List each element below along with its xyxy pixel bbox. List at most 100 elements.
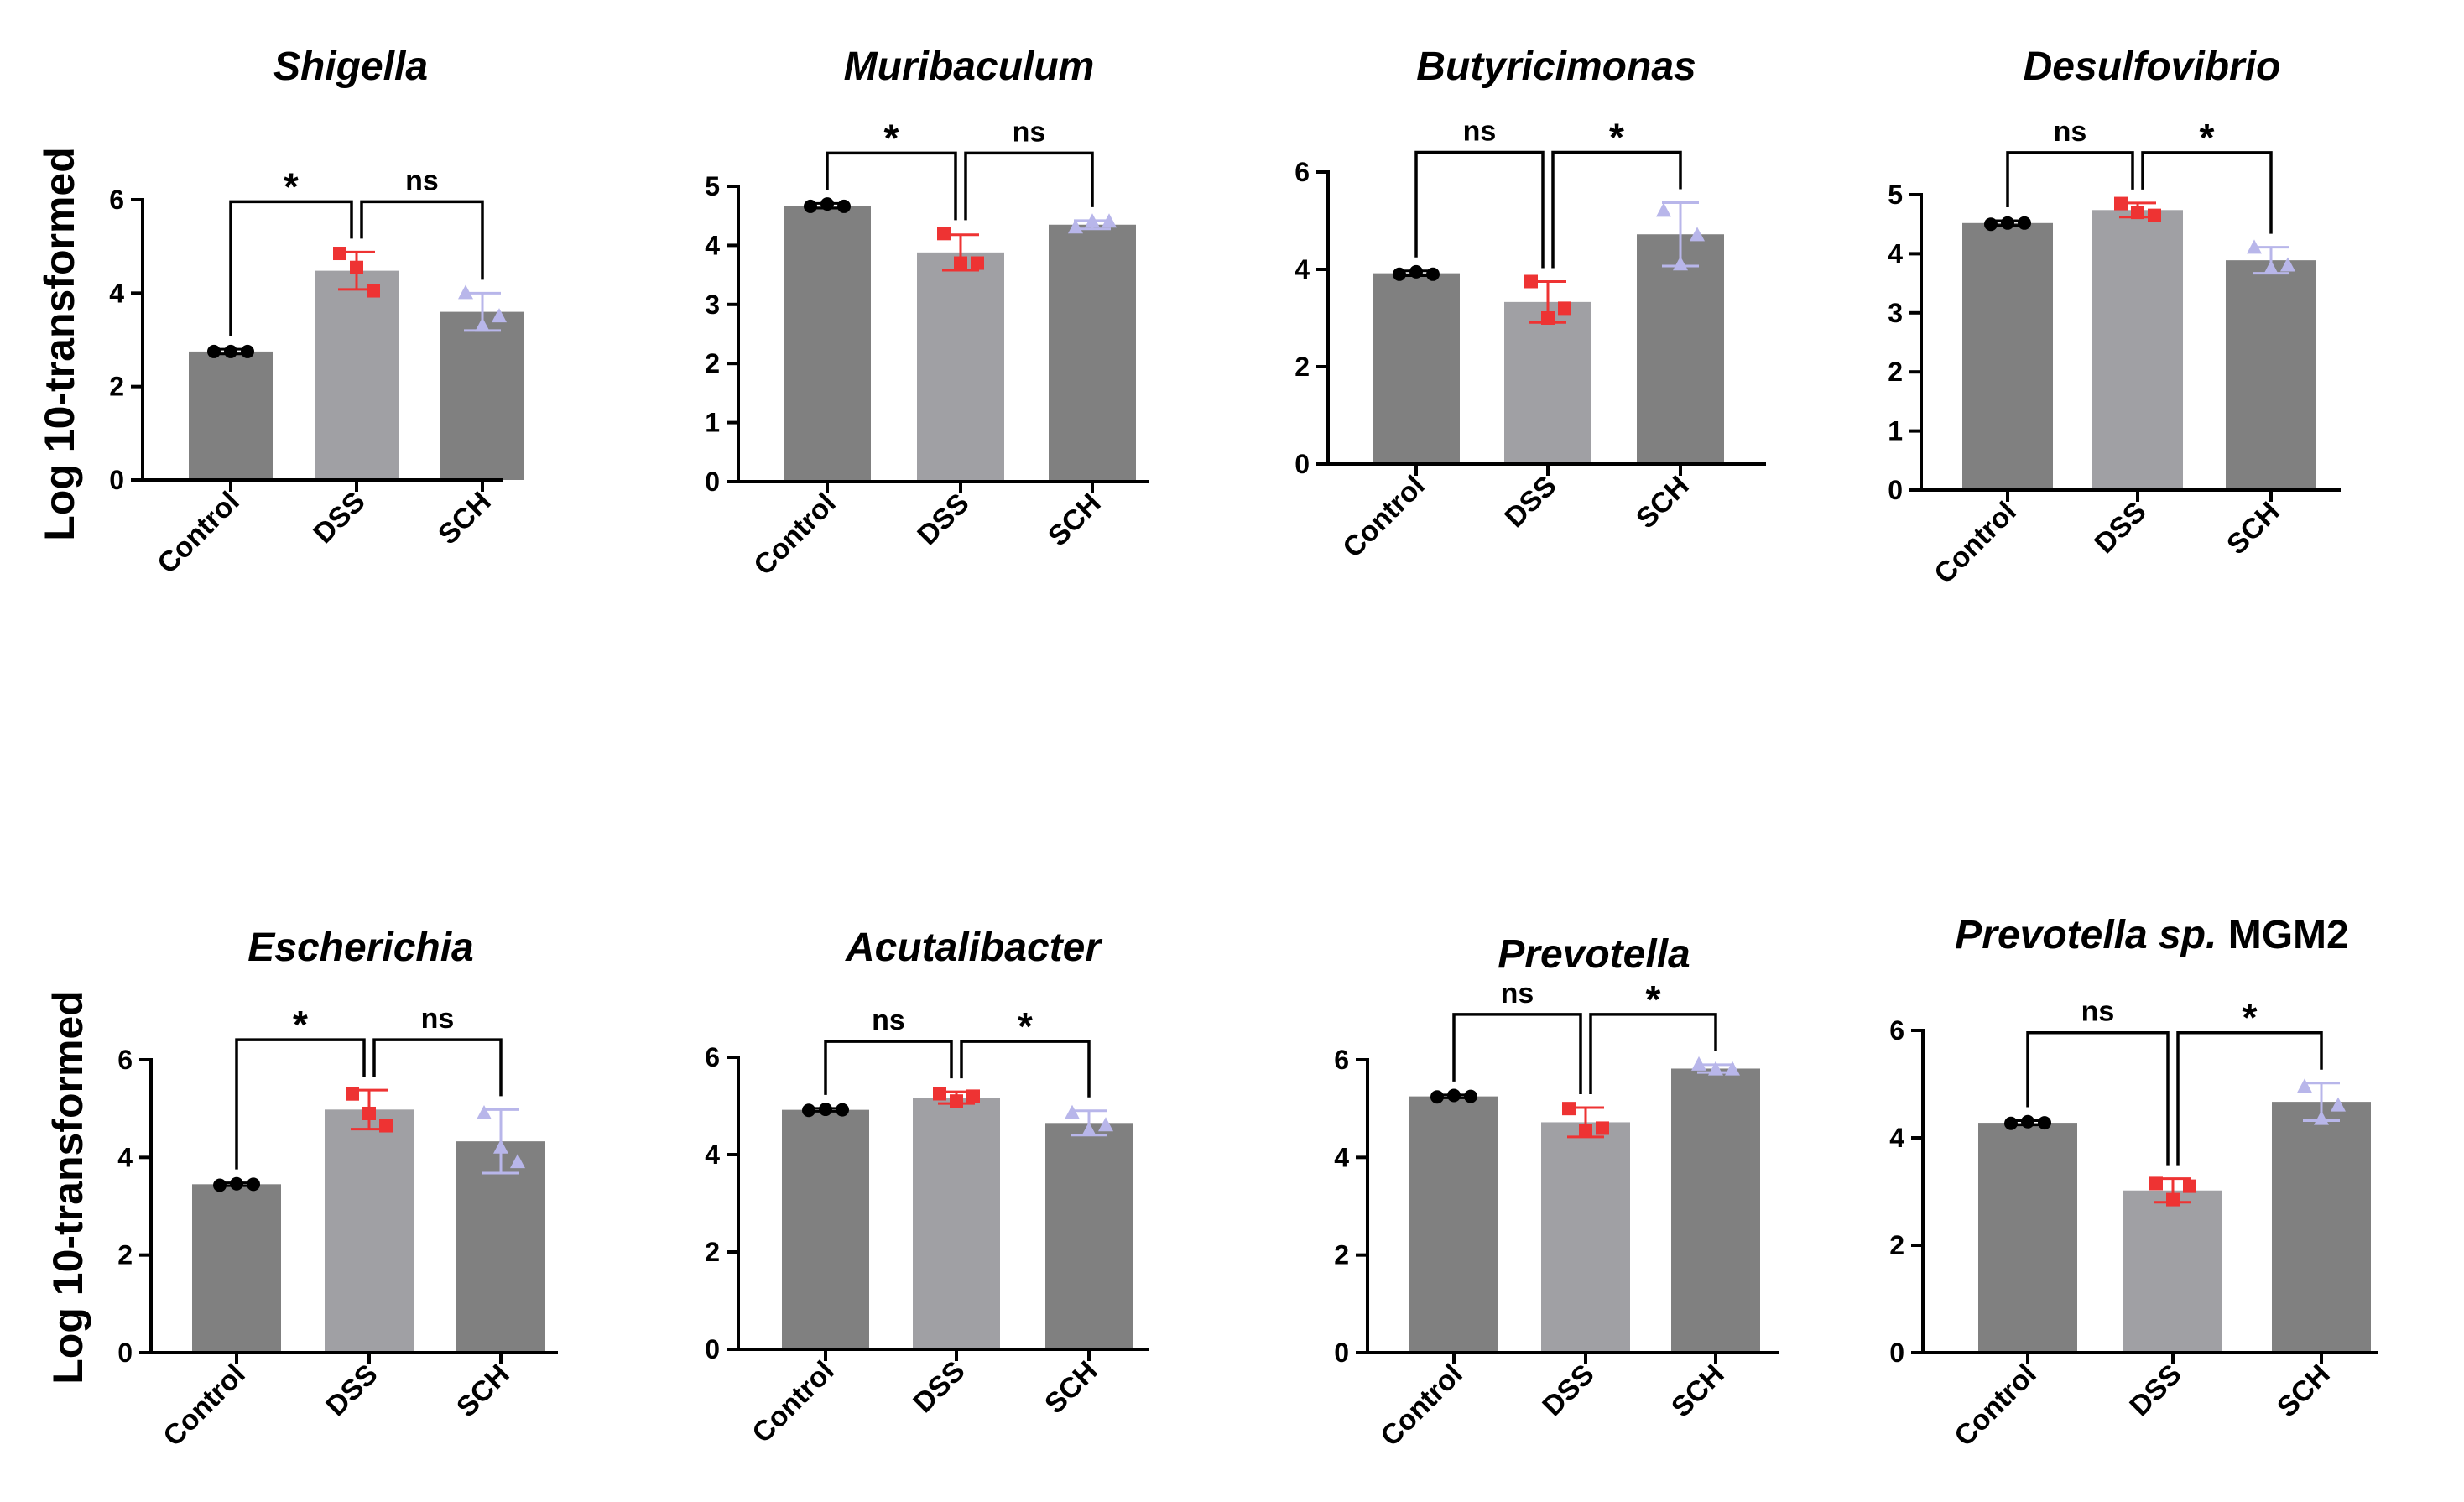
significance-label: * [1646, 978, 1661, 1021]
data-point-sch [2280, 257, 2295, 272]
data-point-control [2001, 216, 2014, 230]
y-axis-label-row-1: Log 10-transformed [36, 147, 83, 541]
y-tick-label: 6 [705, 1042, 720, 1072]
panel-title-italic: Desulfovibrio [2024, 44, 2281, 89]
data-point-sch [477, 1104, 492, 1119]
y-tick-label: 2 [705, 1237, 720, 1267]
data-point-sch [1081, 1122, 1097, 1136]
bar-control [784, 206, 871, 482]
data-point-dss [1541, 311, 1555, 325]
data-point-sch [2247, 239, 2262, 254]
data-point-dss [2183, 1179, 2196, 1193]
data-point-control [1464, 1089, 1477, 1103]
panel-title: Muribaculum [844, 44, 1095, 89]
panel-title-italic: Prevotella [1498, 932, 1690, 977]
y-tick-label: 4 [1889, 1123, 1904, 1153]
bar-control [192, 1184, 281, 1353]
significance-bracket [360, 200, 484, 280]
data-point-control [802, 1103, 815, 1118]
data-point-sch [475, 317, 490, 332]
bar-dss [315, 270, 399, 480]
panel-title: Shigella [273, 44, 428, 89]
bar-dss [913, 1098, 1000, 1349]
bar-sch [456, 1141, 545, 1353]
data-point-dss [937, 227, 951, 241]
bar-sch [440, 311, 524, 480]
data-point-control [1426, 267, 1440, 281]
y-tick-label: 0 [1334, 1338, 1349, 1368]
data-point-sch [1656, 202, 1671, 217]
significance-bracket [229, 200, 353, 336]
y-tick-label: 4 [705, 1140, 720, 1170]
y-tick-label: 5 [1888, 180, 1903, 210]
panel-title-italic: Escherichia [247, 926, 473, 970]
data-point-control [1984, 217, 1998, 232]
y-tick-label: 2 [1295, 352, 1310, 382]
y-tick-label: 6 [1334, 1045, 1349, 1075]
y-tick-label: 2 [117, 1240, 133, 1270]
significance-bracket [1414, 150, 1545, 269]
data-point-sch [2314, 1110, 2329, 1125]
y-tick-label: 6 [1295, 157, 1310, 187]
data-point-dss [350, 260, 363, 274]
data-point-dss [2148, 208, 2161, 222]
panel-title-italic: Acutalibacter [845, 926, 1102, 970]
significance-label: ns [1463, 116, 1497, 148]
data-point-dss [966, 1089, 980, 1103]
data-point-dss [2166, 1192, 2180, 1207]
bar-control [1373, 273, 1460, 464]
y-tick-label: 6 [1889, 1015, 1904, 1046]
data-point-sch [1673, 256, 1688, 271]
bar-dss [917, 252, 1004, 482]
significance-bracket [826, 151, 957, 221]
bar-dss [2092, 210, 2183, 490]
bar-sch [2226, 260, 2316, 490]
significance-label: * [293, 1003, 308, 1046]
significance-label: * [284, 164, 299, 208]
significance-label: ns [1013, 116, 1046, 148]
y-tick-label: 2 [1888, 357, 1903, 387]
data-point-sch [1068, 219, 1083, 234]
data-point-control [1409, 264, 1423, 279]
significance-bracket [824, 1040, 953, 1095]
data-point-control [837, 199, 851, 213]
data-point-dss [333, 247, 346, 261]
y-tick-label: 2 [705, 348, 720, 378]
data-point-sch [1708, 1061, 1723, 1076]
panel-title: Escherichia [247, 926, 473, 970]
data-point-control [2018, 216, 2031, 230]
significance-bracket [2176, 1030, 2323, 1166]
bar-dss [2123, 1190, 2222, 1353]
significance-label: ns [405, 164, 439, 196]
significance-label: ns [2081, 996, 2115, 1028]
data-point-control [804, 199, 817, 213]
data-point-control [836, 1103, 849, 1117]
bar-sch [1637, 234, 1724, 464]
data-point-sch [1690, 227, 1705, 242]
bar-dss [1504, 301, 1591, 464]
data-point-sch [1691, 1056, 1706, 1071]
data-point-dss [2149, 1176, 2163, 1191]
data-point-control [241, 344, 254, 358]
panel-title: Desulfovibrio [2024, 44, 2281, 89]
data-point-control [2004, 1116, 2018, 1130]
panel-title: Acutalibacter [845, 926, 1102, 970]
data-point-dss [971, 256, 984, 270]
y-tick-label: 6 [117, 1045, 133, 1075]
significance-label: * [2200, 116, 2215, 159]
data-point-dss [1579, 1124, 1592, 1138]
data-point-dss [954, 256, 967, 270]
data-point-dss [1562, 1102, 1576, 1116]
y-tick-label: 4 [705, 230, 720, 260]
data-point-dss [1524, 274, 1538, 289]
y-tick-label: 4 [1295, 254, 1310, 284]
data-point-control [230, 1176, 243, 1191]
significance-bracket [1452, 1013, 1582, 1095]
data-point-control [1430, 1090, 1444, 1104]
significance-label: ns [1501, 978, 1534, 1009]
data-point-dss [2114, 196, 2128, 211]
significance-bracket [1589, 1013, 1717, 1095]
y-tick-label: 2 [1334, 1240, 1349, 1270]
y-tick-label: 0 [109, 465, 124, 495]
